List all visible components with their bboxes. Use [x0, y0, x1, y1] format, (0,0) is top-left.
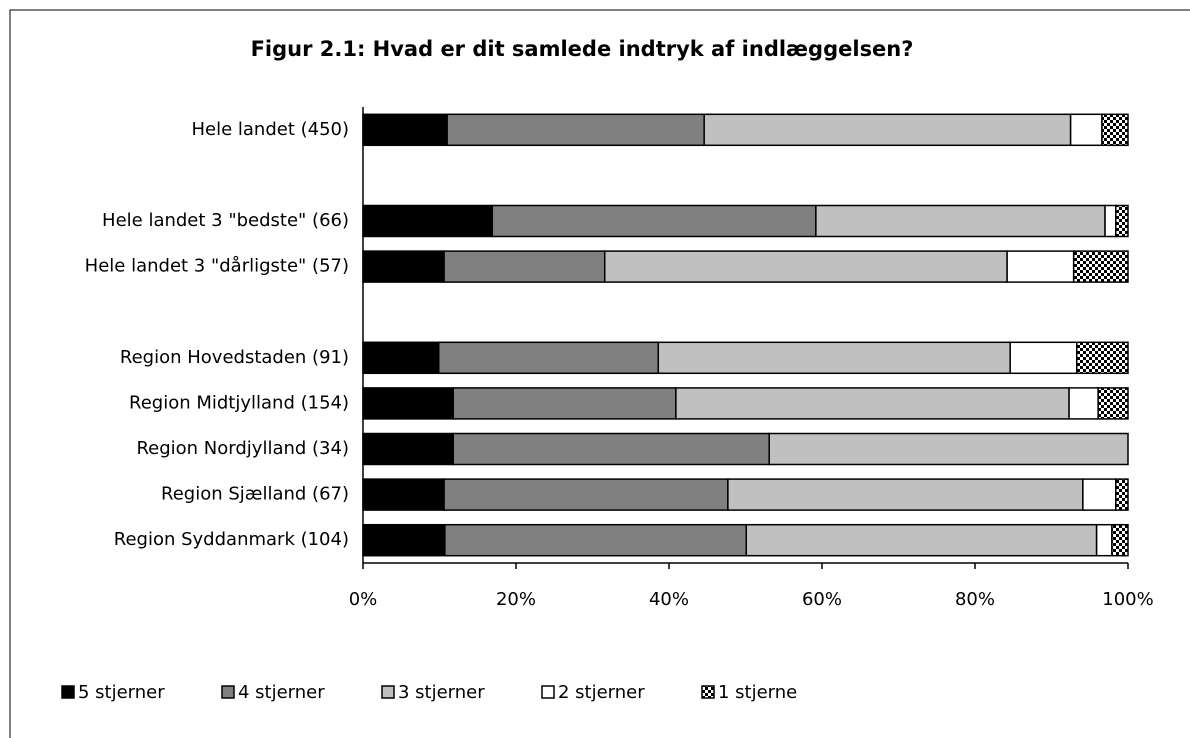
legend-label: 4 stjerner: [238, 682, 325, 703]
bar-segment: [768, 432, 1129, 466]
bar-segment: [1101, 113, 1129, 147]
bar-segment: [815, 204, 1106, 238]
y-tick-label: Hele landet (450): [191, 119, 349, 140]
bar-segment: [1082, 478, 1117, 511]
bar-segment: [1104, 204, 1117, 238]
legend-swatch: [541, 685, 555, 699]
bar-segment: [1115, 204, 1129, 238]
y-tick-label: Hele landet 3 "bedste" (66): [102, 210, 349, 231]
legend-label: 2 stjerner: [558, 682, 645, 703]
legend-swatch: [381, 685, 395, 699]
chart-title: Figur 2.1: Hvad er dit samlede indtryk a…: [251, 37, 914, 61]
legend-label: 3 stjerner: [398, 682, 485, 703]
x-tick-label: 80%: [955, 589, 995, 610]
bar-segment: [1069, 113, 1103, 147]
bar-segment: [745, 523, 1098, 557]
bar-segment: [675, 387, 1070, 420]
bar-segment: [1072, 250, 1129, 283]
chart-frame: [9, 9, 1190, 738]
legend-label: 1 stjerne: [718, 682, 797, 703]
x-tick-label: 100%: [1102, 589, 1153, 610]
bar-segment: [444, 523, 748, 557]
bar-segment: [1006, 250, 1075, 283]
bar-segment: [362, 341, 440, 375]
bar-segment: [603, 250, 1008, 283]
y-tick-label: Region Midtjylland (154): [129, 392, 349, 413]
bar-segment: [362, 432, 455, 466]
x-tick-label: 40%: [649, 589, 689, 610]
bar-segment: [491, 204, 817, 238]
y-tick-label: Hele landet 3 "dårligste" (57): [85, 256, 349, 277]
bar-segment: [1068, 387, 1099, 420]
bar-segment: [703, 113, 1072, 147]
y-tick-label: Region Sjælland (67): [161, 484, 349, 505]
x-tick-label: 60%: [802, 589, 842, 610]
bar-segment: [362, 113, 448, 147]
bar-segment: [362, 523, 446, 557]
bar-segment: [1111, 523, 1129, 557]
x-tick-label: 0%: [349, 589, 378, 610]
bar-segment: [452, 387, 677, 420]
bar-segment: [446, 113, 705, 147]
legend-swatch: [221, 685, 235, 699]
bar-segment: [437, 341, 660, 375]
bar-segment: [362, 204, 494, 238]
y-tick-label: Region Hovedstaden (91): [120, 347, 349, 368]
bar-segment: [362, 250, 445, 283]
bar-segment: [452, 432, 770, 466]
bar-segment: [443, 478, 729, 511]
legend-label: 5 stjerner: [78, 682, 165, 703]
bar-segment: [1075, 341, 1129, 375]
bar-segment: [1009, 341, 1078, 375]
bar-segment: [362, 478, 445, 511]
x-tick-label: 20%: [496, 589, 536, 610]
bar-segment: [1115, 478, 1129, 511]
y-tick-label: Region Syddanmark (104): [114, 529, 349, 550]
bar-segment: [657, 341, 1011, 375]
bar-segment: [1095, 523, 1113, 557]
bar-segment: [727, 478, 1084, 511]
legend-swatch: [61, 685, 75, 699]
bar-segment: [1097, 387, 1129, 420]
legend-swatch: [701, 685, 715, 699]
bar-segment: [362, 387, 455, 420]
bar-segment: [443, 250, 606, 283]
y-tick-label: Region Nordjylland (34): [136, 438, 349, 459]
